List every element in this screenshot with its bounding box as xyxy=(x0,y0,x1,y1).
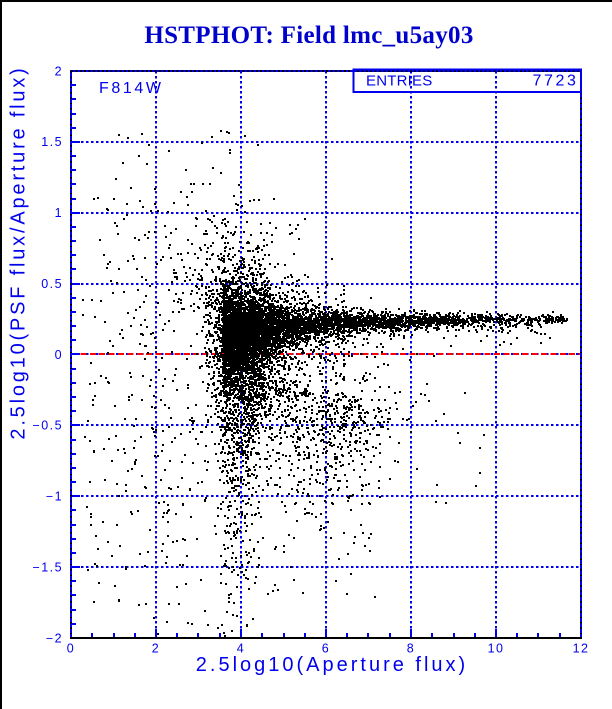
svg-text:2: 2 xyxy=(55,64,63,78)
svg-text:0: 0 xyxy=(67,642,75,656)
svg-text:6: 6 xyxy=(322,642,330,656)
svg-text:−1.5: −1.5 xyxy=(33,560,63,574)
svg-text:F814W: F814W xyxy=(99,80,164,97)
svg-text:4: 4 xyxy=(237,642,245,656)
svg-text:ENTRIES: ENTRIES xyxy=(366,73,432,90)
svg-text:1: 1 xyxy=(55,206,63,220)
svg-text:10: 10 xyxy=(488,642,505,656)
svg-text:1.5: 1.5 xyxy=(41,135,63,149)
svg-text:−0.5: −0.5 xyxy=(33,419,63,433)
svg-text:−2: −2 xyxy=(46,631,63,645)
svg-text:2: 2 xyxy=(152,642,160,656)
svg-text:−1: −1 xyxy=(46,490,63,504)
svg-text:0.5: 0.5 xyxy=(41,277,63,291)
svg-text:12: 12 xyxy=(573,642,590,656)
svg-text:2.5log10(PSF flux/Aperture flu: 2.5log10(PSF flux/Aperture flux) xyxy=(8,65,30,439)
svg-text:7723: 7723 xyxy=(533,73,579,90)
svg-text:2.5log10(Aperture flux): 2.5log10(Aperture flux) xyxy=(196,654,468,676)
svg-text:0: 0 xyxy=(55,348,63,362)
svg-text:8: 8 xyxy=(407,642,415,656)
